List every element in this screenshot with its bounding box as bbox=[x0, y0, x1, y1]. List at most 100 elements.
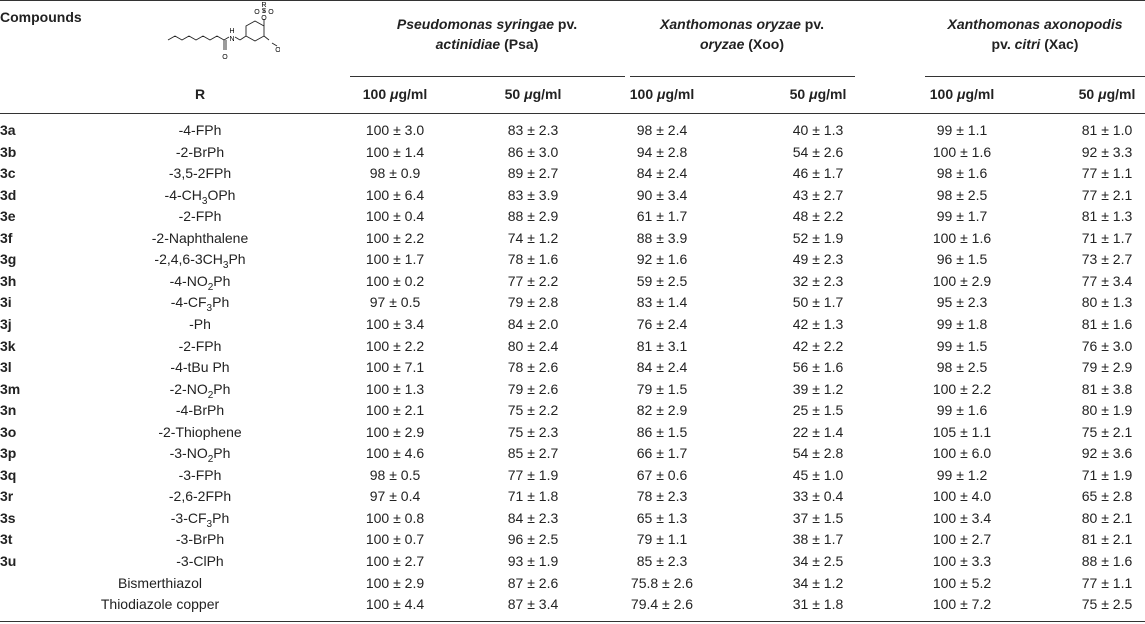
text-part: pv. bbox=[554, 16, 578, 32]
cell: 77 ± 2.1 bbox=[1081, 186, 1133, 203]
text-part: 100 bbox=[362, 86, 391, 102]
r-group: -3-ClPh bbox=[176, 552, 223, 570]
cell: 90 ± 3.4 bbox=[636, 186, 688, 203]
bottom-rule bbox=[0, 621, 1145, 622]
cell: 95 ± 2.3 bbox=[936, 294, 988, 311]
italic-part: citri bbox=[1014, 36, 1041, 52]
r-group: -2,6-2FPh bbox=[169, 487, 231, 505]
compound-id: 3n bbox=[0, 402, 17, 419]
cell: 79 ± 1.1 bbox=[636, 531, 688, 548]
cell: 78 ± 2.3 bbox=[636, 488, 688, 505]
cell: 81 ± 3.8 bbox=[1081, 380, 1133, 397]
cell: 99 ± 1.6 bbox=[936, 402, 988, 419]
cell: 79 ± 1.5 bbox=[636, 380, 688, 397]
italic-part: oryzae bbox=[699, 36, 745, 52]
cell: 40 ± 1.3 bbox=[792, 122, 844, 138]
text-part: pv. bbox=[800, 16, 824, 32]
text-part: -2-Naphthalene bbox=[151, 229, 249, 246]
cell: 92 ± 1.6 bbox=[636, 251, 688, 268]
group-header-line: actinidiae (Psa) bbox=[436, 35, 539, 53]
cell: 92 ± 3.3 bbox=[1081, 143, 1133, 160]
group-rule bbox=[630, 76, 855, 77]
text-part: -3-NO bbox=[169, 445, 208, 462]
cell: 54 ± 2.6 bbox=[792, 143, 844, 160]
cell: 84 ± 2.3 bbox=[507, 509, 559, 526]
cell: 81 ± 1.6 bbox=[1081, 315, 1133, 332]
cell: 100 ± 2.2 bbox=[365, 337, 425, 354]
cell: 98 ± 2.5 bbox=[936, 186, 988, 203]
sub-header: 100 μg/ml bbox=[363, 85, 427, 103]
cell: 88 ± 1.6 bbox=[1081, 553, 1133, 569]
text-part: -3-CF bbox=[170, 509, 207, 526]
cell: 80 ± 2.1 bbox=[1081, 509, 1133, 526]
cell: 79.4 ± 2.6 bbox=[630, 596, 694, 613]
cell: 76 ± 3.0 bbox=[1081, 337, 1133, 354]
r-group: -4-CH3OPh bbox=[165, 186, 236, 207]
text-part: Ph bbox=[212, 509, 230, 526]
text-part: g/ml bbox=[665, 86, 695, 102]
subscript: 2 bbox=[207, 454, 214, 466]
cell: 100 ± 1.7 bbox=[365, 251, 425, 268]
cell: 97 ± 0.5 bbox=[369, 294, 421, 311]
text-part: -3,5-2FPh bbox=[168, 165, 232, 182]
cell: 81 ± 2.1 bbox=[1081, 531, 1133, 548]
cell: 92 ± 3.6 bbox=[1081, 445, 1133, 462]
cell: 100 ± 2.9 bbox=[365, 574, 425, 591]
text-part: -3-ClPh bbox=[176, 553, 224, 569]
cell: 100 ± 3.4 bbox=[365, 315, 425, 332]
cell: 96 ± 1.5 bbox=[936, 251, 988, 268]
r-group: -2-BrPh bbox=[176, 143, 224, 161]
r-group: -2-FPh bbox=[179, 337, 222, 355]
text-part: 100 bbox=[929, 86, 958, 102]
compound-id: 3m bbox=[0, 380, 21, 397]
compound-id: 3o bbox=[0, 423, 17, 440]
compound-id: 3s bbox=[0, 509, 16, 526]
subscript: 3 bbox=[201, 195, 208, 207]
cell: 81 ± 1.0 bbox=[1081, 122, 1133, 138]
italic-part: μ bbox=[524, 86, 533, 102]
cell: 100 ± 2.2 bbox=[365, 229, 425, 246]
cell: 22 ± 1.4 bbox=[792, 423, 844, 440]
text-part: -Ph bbox=[189, 315, 211, 332]
cell: 100 ± 5.2 bbox=[932, 574, 992, 591]
cell: 81 ± 1.3 bbox=[1081, 208, 1133, 225]
text-part: -2,4,6-3CH bbox=[154, 251, 223, 268]
cell: 100 ± 4.0 bbox=[932, 488, 992, 505]
cell: 100 ± 2.7 bbox=[932, 531, 992, 548]
cell: 100 ± 0.8 bbox=[365, 509, 425, 526]
cell: 75 ± 2.3 bbox=[507, 423, 559, 440]
cell: 39 ± 1.2 bbox=[792, 380, 844, 397]
r-group: -3-FPh bbox=[179, 466, 222, 484]
cell: 45 ± 1.0 bbox=[792, 466, 844, 483]
sub-header: 50 μg/ml bbox=[1079, 85, 1136, 103]
cell: 77 ± 3.4 bbox=[1081, 272, 1133, 289]
subscript: 3 bbox=[206, 518, 213, 530]
italic-part: μ bbox=[1098, 86, 1107, 102]
text-part: -3-FPh bbox=[178, 466, 222, 483]
text-part: Ph bbox=[212, 294, 230, 311]
bond bbox=[271, 42, 278, 47]
compound-id: 3f bbox=[0, 229, 13, 246]
compound-id: 3k bbox=[0, 337, 16, 354]
italic-part: μ bbox=[657, 86, 666, 102]
cell: 74 ± 1.2 bbox=[507, 229, 559, 246]
text-part: -3-BrPh bbox=[175, 531, 225, 548]
subscript: 2 bbox=[207, 389, 214, 401]
cell: 86 ± 3.0 bbox=[507, 143, 559, 160]
text-part: 50 bbox=[1078, 86, 1099, 102]
text-part: Ph bbox=[213, 380, 231, 397]
cell: 76 ± 2.4 bbox=[636, 315, 688, 332]
cell: 80 ± 2.4 bbox=[507, 337, 559, 354]
italic-part: Pseudomonas syringae bbox=[396, 16, 555, 32]
cell: 34 ± 2.5 bbox=[792, 553, 844, 569]
compound-id: 3d bbox=[0, 186, 17, 203]
cell: 100 ± 2.2 bbox=[932, 380, 992, 397]
control-name: Thiodiazole copper bbox=[100, 596, 220, 613]
cell: 100 ± 7.2 bbox=[932, 596, 992, 613]
cell: 100 ± 3.3 bbox=[932, 553, 992, 569]
text-part: g/ml bbox=[1106, 86, 1136, 102]
r-group: -3,5-2FPh bbox=[169, 164, 231, 182]
text-part: -2-FPh bbox=[178, 337, 222, 354]
cell: 77 ± 1.1 bbox=[1081, 165, 1133, 182]
